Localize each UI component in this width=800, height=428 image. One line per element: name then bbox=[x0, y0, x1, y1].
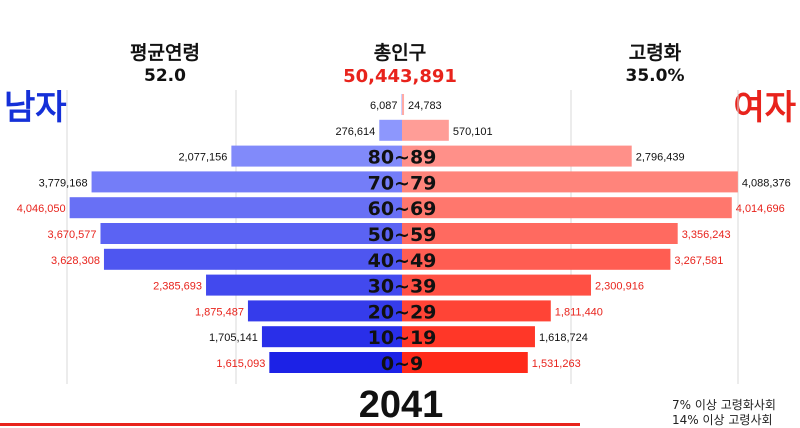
female-value-label: 2,796,439 bbox=[636, 152, 685, 164]
female-bar bbox=[402, 171, 738, 193]
footer-note-aging-society: 7% 이상 고령화사회 bbox=[672, 398, 776, 412]
male-bar bbox=[401, 94, 402, 115]
male-bar bbox=[231, 145, 402, 167]
progress-strip bbox=[0, 423, 580, 426]
female-value-label: 3,267,581 bbox=[674, 255, 723, 267]
male-value-label: 1,615,093 bbox=[216, 358, 265, 370]
female-bar bbox=[402, 223, 678, 244]
male-label: 남자 bbox=[4, 88, 67, 128]
female-bar bbox=[402, 274, 592, 296]
age-group-label: 60~69 bbox=[368, 198, 437, 220]
age-group-label: 70~79 bbox=[368, 172, 437, 194]
male-value-label: 276,614 bbox=[336, 126, 376, 138]
year-label: 2041 bbox=[358, 384, 444, 426]
total-population-stat: 총인구 50,443,891 bbox=[330, 38, 470, 87]
female-bar bbox=[402, 197, 732, 219]
footer-notes: 7% 이상 고령화사회 14% 이상 고령사회 bbox=[672, 398, 776, 428]
total-population-value: 50,443,891 bbox=[343, 66, 457, 87]
male-value-label: 3,670,577 bbox=[48, 229, 97, 241]
male-bar bbox=[206, 274, 402, 296]
male-bar bbox=[103, 248, 402, 270]
male-bar bbox=[247, 300, 402, 322]
female-bar bbox=[402, 94, 405, 115]
total-population-label: 총인구 bbox=[373, 42, 427, 64]
average-age-label: 평균연령 bbox=[130, 42, 200, 64]
male-value-label: 6,087 bbox=[370, 100, 398, 112]
male-value-label: 1,875,487 bbox=[195, 306, 244, 318]
male-bar bbox=[269, 352, 402, 373]
male-value-label: 2,385,693 bbox=[153, 281, 202, 293]
age-group-label: 10~19 bbox=[368, 327, 437, 349]
age-group-label: 0~9 bbox=[381, 353, 423, 375]
male-value-label: 2,077,156 bbox=[178, 152, 227, 164]
female-label: 여자 bbox=[733, 88, 796, 128]
age-group-label: 50~59 bbox=[368, 224, 437, 246]
female-value-label: 4,088,376 bbox=[742, 177, 791, 189]
average-age-value: 52.0 bbox=[144, 66, 186, 86]
female-bar bbox=[402, 326, 535, 348]
male-value-label: 3,779,168 bbox=[39, 177, 88, 189]
female-bar bbox=[402, 248, 671, 270]
female-value-label: 1,531,263 bbox=[532, 358, 581, 370]
aging-rate-label: 고령화 bbox=[628, 42, 682, 64]
female-value-label: 1,618,724 bbox=[539, 332, 588, 344]
footer-note-aged-society: 14% 이상 고령사회 bbox=[672, 413, 773, 427]
female-bar bbox=[402, 145, 632, 167]
female-value-label: 24,783 bbox=[408, 100, 442, 112]
male-value-label: 3,628,308 bbox=[51, 255, 100, 267]
average-age-stat: 평균연령 52.0 bbox=[100, 38, 230, 86]
male-value-label: 1,705,141 bbox=[209, 332, 258, 344]
male-bar bbox=[379, 119, 402, 141]
female-value-label: 1,811,440 bbox=[555, 306, 603, 318]
age-group-label: 40~49 bbox=[368, 250, 437, 272]
female-bar bbox=[402, 119, 449, 141]
female-value-label: 3,356,243 bbox=[682, 229, 731, 241]
male-bar bbox=[100, 223, 403, 244]
female-value-label: 4,014,696 bbox=[736, 203, 785, 215]
age-group-label: 80~89 bbox=[368, 147, 437, 169]
female-value-label: 570,101 bbox=[453, 126, 493, 138]
male-value-label: 4,046,050 bbox=[17, 203, 66, 215]
male-bar bbox=[91, 171, 402, 193]
age-group-label: 20~29 bbox=[368, 301, 437, 323]
female-value-label: 2,300,916 bbox=[595, 281, 644, 293]
male-bar bbox=[69, 197, 403, 219]
female-bar bbox=[402, 352, 528, 373]
female-bar bbox=[402, 300, 551, 322]
aging-rate-value: 35.0% bbox=[625, 66, 685, 86]
male-bar bbox=[261, 326, 402, 348]
age-group-label: 30~39 bbox=[368, 276, 437, 298]
aging-rate-stat: 고령화 35.0% bbox=[590, 38, 720, 86]
